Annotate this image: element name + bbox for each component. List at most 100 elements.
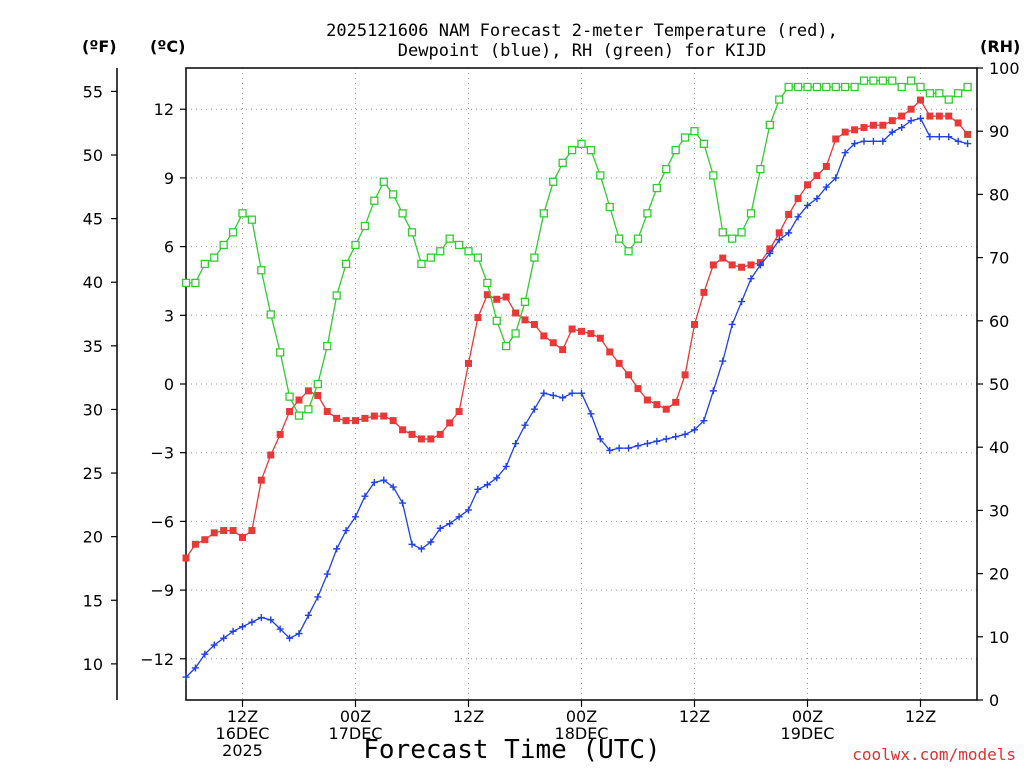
- temperature-point: [794, 195, 802, 203]
- chart-title-line-2: Dewpoint (blue), RH (green) for KIJD: [398, 41, 766, 61]
- temperature-point: [653, 401, 661, 409]
- rh-point: [210, 253, 219, 262]
- dewpoint-point: [653, 437, 661, 445]
- rh-point: [276, 348, 285, 357]
- rh-tick-label: 70: [989, 249, 1009, 268]
- rh-tick-label: 0: [989, 691, 999, 710]
- dewpoint-point: [342, 527, 350, 535]
- temperature-point: [879, 121, 887, 129]
- temperature-point: [540, 332, 548, 340]
- temperature-point: [257, 476, 265, 484]
- dewpoint-point: [286, 634, 294, 642]
- rh-point: [191, 278, 200, 288]
- dewpoint-point: [643, 440, 651, 448]
- rh-point: [831, 82, 840, 92]
- x-tick-label: 19DEC: [781, 724, 835, 743]
- dewpoint-point: [399, 499, 407, 507]
- temperature-point: [502, 293, 510, 301]
- dewpoint-point: [408, 540, 416, 548]
- temperature-point: [775, 229, 783, 237]
- rh-point: [746, 209, 756, 218]
- celsius-tick-label: 6: [164, 238, 174, 257]
- fahrenheit-tick-label: 25: [83, 464, 103, 483]
- dewpoint-line: [185, 117, 968, 678]
- rh-point: [888, 76, 897, 85]
- rh-point: [605, 202, 614, 212]
- dewpoint-point: [681, 430, 689, 438]
- grid-lines: [186, 68, 977, 700]
- rh-point: [181, 278, 191, 288]
- rh-point: [285, 392, 294, 401]
- dewpoint-point: [352, 513, 359, 521]
- temperature-point: [521, 316, 529, 324]
- dewpoint-point: [860, 137, 868, 145]
- rh-unit-label: (RH): [980, 37, 1020, 56]
- rh-tick-label: 20: [989, 565, 1009, 584]
- rh-point: [690, 127, 699, 136]
- temperature-point: [512, 309, 520, 317]
- dewpoint-point: [182, 673, 190, 681]
- rh-point: [615, 234, 624, 243]
- rh-point: [266, 310, 275, 319]
- temperature-point: [304, 387, 312, 395]
- dewpoint-point: [851, 140, 859, 148]
- dewpoint-point: [578, 389, 585, 397]
- temperature-point: [841, 128, 849, 136]
- temperature-point: [427, 435, 435, 443]
- temperature-point: [455, 407, 463, 415]
- dewpoint-point: [766, 249, 774, 257]
- temperature-point: [342, 417, 350, 425]
- rh-tick-label: 30: [989, 501, 1009, 520]
- rh-point: [360, 221, 370, 231]
- rh-tick-label: 100: [989, 59, 1020, 78]
- dewpoint-point: [709, 387, 717, 395]
- temperature-point: [662, 405, 670, 413]
- fahrenheit-tick-label: 20: [83, 528, 103, 547]
- rh-point: [483, 278, 492, 288]
- rh-point: [464, 247, 473, 256]
- fahrenheit-tick-label: 35: [83, 337, 103, 356]
- dewpoint-point: [804, 201, 811, 209]
- rh-point: [728, 234, 737, 243]
- dewpoint-point: [521, 421, 529, 429]
- rh-point: [228, 228, 238, 237]
- dewpoint-point: [446, 520, 454, 528]
- dewpoint-point: [691, 426, 698, 434]
- dewpoint-point: [380, 476, 388, 484]
- temperature-point: [719, 254, 727, 262]
- rh-point: [784, 82, 793, 92]
- temperature-point: [709, 261, 717, 269]
- dewpoint-point: [926, 133, 934, 141]
- x-tick-label: 17DEC: [329, 724, 383, 743]
- temperature-point: [314, 391, 322, 399]
- temperature-point: [295, 396, 303, 404]
- rh-point: [906, 76, 916, 85]
- rh-point: [869, 76, 878, 85]
- temperature-point: [634, 385, 642, 393]
- dewpoint-point: [427, 538, 435, 546]
- dewpoint-point: [314, 593, 322, 601]
- celsius-tick-label: 3: [164, 306, 174, 325]
- celsius-tick-label: −3: [150, 444, 174, 463]
- rh-point: [699, 139, 709, 148]
- dewpoint-point: [267, 616, 275, 624]
- celsius-tick-label: −9: [150, 581, 174, 600]
- x-tick-label: 2025: [222, 741, 263, 760]
- x-tick-label: 00Z: [566, 707, 597, 726]
- temperature-point: [681, 371, 689, 379]
- rh-point: [643, 209, 652, 218]
- rh-point: [803, 82, 812, 92]
- temperature-point: [615, 359, 623, 367]
- rh-point: [850, 82, 859, 92]
- temperature-point: [596, 334, 604, 342]
- rh-point: [624, 247, 633, 256]
- dewpoint-point: [333, 545, 341, 553]
- dewpoint-point: [822, 183, 830, 191]
- dewpoint-point: [935, 133, 943, 141]
- temperature-point: [286, 407, 294, 415]
- dewpoint-point: [813, 195, 821, 203]
- rh-point: [332, 291, 341, 300]
- temperature-point: [182, 554, 190, 562]
- temperature-point: [804, 181, 811, 189]
- temperature-point: [239, 533, 246, 541]
